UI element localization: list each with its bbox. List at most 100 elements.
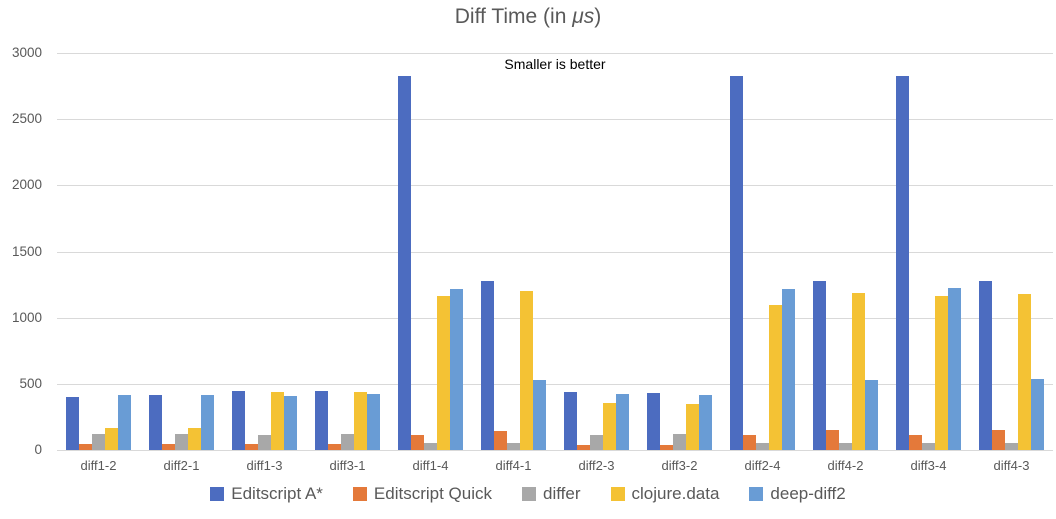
bar-clojure-data-diff4-3 (1018, 293, 1031, 450)
bar-group-diff1-4 (389, 53, 472, 450)
bar-deep-diff2-diff4-1 (533, 379, 546, 450)
x-tick-label-diff4-1: diff4-1 (495, 458, 532, 473)
bar-editscript-quick-diff1-4 (411, 435, 424, 450)
y-tick-label: 0 (34, 442, 42, 457)
y-tick-label: 500 (19, 375, 42, 391)
gridline-2500 (57, 119, 1053, 121)
y-tick-label: 1000 (11, 309, 42, 325)
chart-title-mu: μs (572, 5, 595, 28)
bar-deep-diff2-diff1-2 (118, 395, 131, 450)
bar-editscript-quick-diff2-3 (577, 444, 590, 450)
legend: Editscript A* Editscript Quick differ cloju… (0, 484, 1056, 504)
bar-clojure-data-diff2-3 (603, 403, 616, 450)
bar-differ-diff2-1 (175, 434, 188, 450)
x-tick-label-diff2-3: diff2-3 (578, 458, 615, 473)
bar-differ-diff1-3 (258, 434, 271, 450)
legend-label: Editscript Quick (373, 484, 493, 503)
bar-differ-diff3-2 (673, 434, 686, 450)
bar-deep-diff2-diff4-2 (865, 379, 878, 450)
x-tick-label-diff3-1: diff3-1 (329, 458, 366, 473)
x-tick-label-diff2-4: diff2-4 (744, 458, 781, 473)
bar-group-diff3-4 (887, 53, 970, 450)
bar-clojure-data-diff4-1 (520, 291, 533, 450)
x-tick-label-diff3-4: diff3-4 (910, 458, 947, 473)
bar-differ-diff3-1 (341, 434, 354, 450)
gridline-1000 (57, 317, 1053, 319)
x-tick-label-diff1-4: diff1-4 (412, 458, 449, 473)
legend-item-deep-diff2: deep-diff2 (749, 484, 846, 504)
legend-swatch-icon (210, 487, 225, 501)
bar-editscript-a--diff2-1 (149, 395, 162, 450)
bar-editscript-a--diff4-2 (813, 281, 826, 450)
bar-group-diff2-3 (555, 53, 638, 450)
bar-clojure-data-diff4-2 (852, 293, 865, 450)
bar-deep-diff2-diff3-4 (948, 287, 961, 450)
bar-editscript-a--diff2-4 (730, 75, 743, 450)
bar-deep-diff2-diff3-1 (367, 394, 380, 450)
chart-subtitle: Smaller is better (504, 56, 606, 72)
x-tick-label-diff4-2: diff4-2 (827, 458, 864, 473)
bar-editscript-quick-diff4-3 (992, 430, 1005, 450)
bar-group-diff4-3 (970, 53, 1053, 450)
bar-deep-diff2-diff2-3 (616, 394, 629, 450)
bar-editscript-quick-diff2-4 (743, 435, 756, 450)
legend-swatch-icon (610, 487, 625, 501)
y-axis-labels: 0 500 1000 1500 2000 2500 3000 (0, 45, 48, 457)
bar-differ-diff1-4 (424, 443, 437, 450)
bar-group-diff4-1 (472, 53, 555, 450)
legend-swatch-icon (352, 487, 367, 501)
bar-editscript-quick-diff2-1 (162, 444, 175, 450)
gridline-2000 (57, 185, 1053, 187)
gridline-3000 (57, 53, 1053, 54)
plot-area (57, 53, 1053, 451)
legend-label: clojure.data (631, 484, 720, 503)
bar-clojure-data-diff1-4 (437, 295, 450, 450)
y-tick-label: 1500 (11, 243, 42, 259)
bar-deep-diff2-diff2-4 (782, 288, 795, 450)
gridline-0 (57, 450, 1053, 451)
bar-editscript-quick-diff3-2 (660, 444, 673, 450)
bar-group-diff2-1 (140, 53, 223, 450)
bar-clojure-data-diff2-1 (188, 427, 201, 450)
bar-group-diff3-1 (306, 53, 389, 450)
bar-editscript-a--diff4-3 (979, 281, 992, 450)
bar-editscript-quick-diff3-4 (909, 435, 922, 450)
chart-title: Diff Time (in μs) (0, 5, 1056, 29)
chart-title-close: ) (594, 5, 602, 28)
legend-swatch-icon (522, 487, 537, 501)
bar-group-diff4-2 (804, 53, 887, 450)
gridline-1500 (57, 251, 1053, 253)
y-tick-label: 2000 (11, 177, 42, 193)
bar-group-diff1-2 (57, 53, 140, 450)
bar-group-diff3-2 (638, 53, 721, 450)
bar-deep-diff2-diff2-1 (201, 395, 214, 450)
bar-editscript-a--diff2-3 (564, 392, 577, 450)
y-tick-label: 2500 (11, 111, 42, 127)
x-axis-labels: diff1-2 diff2-1 diff1-3 diff3-1 diff1-4 diff4… (57, 458, 1053, 473)
bar-editscript-a--diff3-2 (647, 393, 660, 450)
bar-editscript-quick-diff4-1 (494, 430, 507, 450)
bar-deep-diff2-diff1-4 (450, 288, 463, 450)
bar-deep-diff2-diff4-3 (1031, 379, 1044, 450)
bar-editscript-a--diff1-3 (232, 391, 245, 450)
legend-swatch-icon (749, 487, 764, 501)
bar-differ-diff4-2 (839, 443, 852, 450)
y-tick-label: 3000 (11, 45, 42, 60)
legend-item-clojure-data: clojure.data (610, 484, 720, 504)
bar-deep-diff2-diff1-3 (284, 395, 297, 450)
bar-differ-diff4-3 (1005, 443, 1018, 450)
bar-differ-diff3-4 (922, 443, 935, 450)
bar-clojure-data-diff1-2 (105, 427, 118, 450)
bar-editscript-quick-diff1-3 (245, 444, 258, 450)
legend-item-differ: differ (522, 484, 581, 504)
legend-label: Editscript A* (231, 484, 323, 503)
bar-editscript-quick-diff1-2 (79, 444, 92, 450)
bar-editscript-a--diff1-4 (398, 75, 411, 450)
legend-item-editscript-a-: Editscript A* (210, 484, 323, 504)
bar-editscript-a--diff1-2 (66, 397, 79, 450)
bar-differ-diff1-2 (92, 434, 105, 450)
x-tick-label-diff1-3: diff1-3 (246, 458, 283, 473)
bar-groups (57, 53, 1053, 450)
bar-differ-diff2-4 (756, 443, 769, 450)
bar-clojure-data-diff3-2 (686, 403, 699, 450)
